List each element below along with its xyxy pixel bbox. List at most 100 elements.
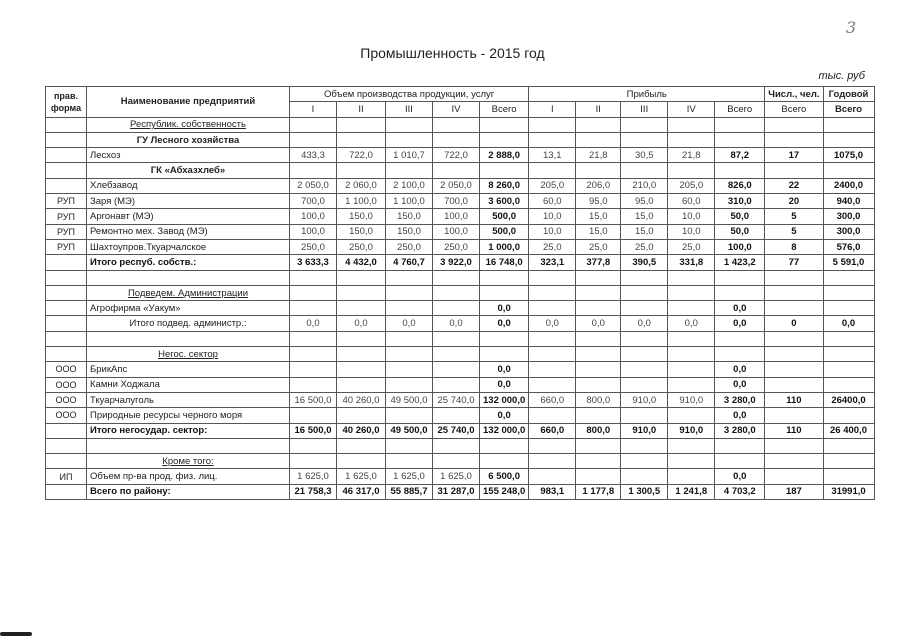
value-cell [385, 361, 433, 378]
value-cell [714, 346, 766, 363]
enterprise-name-cell: БрикАпс [86, 361, 290, 378]
value-cell [432, 269, 480, 286]
value-cell: 16 748,0 [478, 254, 530, 271]
value-cell [575, 468, 622, 485]
value-cell: 150,0 [385, 223, 433, 240]
table-row: Всего по району: 21 758,3 46 317,0 55 885,7… [45, 483, 875, 501]
value-cell [714, 437, 766, 455]
value-cell: 40 260,0 [336, 422, 386, 439]
value-cell: 21,8 [575, 147, 622, 164]
value-cell: 187 [764, 483, 824, 501]
value-cell [432, 300, 480, 317]
legal-form-cell: ООО [45, 376, 87, 393]
value-cell: 26400,0 [822, 391, 875, 409]
value-cell: 1 625,0 [336, 468, 386, 485]
value-cell [528, 131, 577, 149]
value-cell: 100,0 [289, 223, 337, 240]
value-cell: 40 260,0 [336, 391, 386, 409]
value-cell [667, 131, 716, 149]
value-cell [764, 376, 824, 393]
table-row: ИП Объем пр-ва прод. физ. лиц. 1 625,0 1 62… [45, 468, 875, 485]
legal-form-cell [45, 300, 87, 317]
legal-form-cell: ООО [45, 407, 87, 424]
header-annual: Годовой [822, 85, 875, 103]
header-name: Наименование предприятий [86, 86, 290, 118]
value-cell: 16 500,0 [289, 422, 337, 439]
value-cell [528, 284, 577, 302]
value-cell: 150,0 [385, 208, 433, 225]
value-cell: 323,1 [528, 254, 577, 271]
value-cell: 300,0 [822, 208, 875, 225]
value-cell [575, 376, 622, 393]
table-row: Итого подвед. администр.: 0,0 0,0 0,0 0,0 0,0… [45, 315, 875, 332]
value-cell: 100,0 [289, 208, 337, 225]
header-prod-q1: I [289, 101, 337, 118]
value-cell: 0,0 [289, 315, 337, 332]
value-cell [528, 269, 577, 286]
enterprise-name-cell: Всего по району: [86, 483, 290, 501]
value-cell [714, 131, 766, 149]
value-cell: 95,0 [575, 193, 622, 210]
value-cell [289, 162, 337, 179]
value-cell: 3 600,0 [478, 193, 530, 210]
enterprise-name-cell: Объем пр-ва прод. физ. лиц. [86, 468, 290, 485]
value-cell: 1 100,0 [336, 193, 386, 210]
header-profit-q4: IV [667, 101, 716, 118]
value-cell [432, 453, 480, 470]
value-cell [764, 468, 824, 485]
value-cell [575, 131, 622, 149]
value-cell: 15,0 [620, 208, 669, 225]
value-cell: 49 500,0 [385, 422, 433, 439]
value-cell: 21 758,3 [289, 483, 337, 501]
value-cell [822, 116, 875, 133]
value-cell: 87,2 [714, 147, 766, 164]
enterprise-name-cell: Республик. собственность [86, 116, 290, 133]
value-cell: 910,0 [667, 391, 716, 409]
value-cell [620, 162, 669, 179]
value-cell [289, 437, 337, 455]
value-cell [528, 330, 577, 348]
value-cell: 0,0 [432, 315, 480, 332]
table-row [45, 437, 875, 455]
value-cell: 60,0 [667, 193, 716, 210]
value-cell [336, 346, 386, 363]
value-cell: 22 [764, 177, 824, 195]
value-cell [385, 330, 433, 348]
value-cell [432, 330, 480, 348]
header-profit-q1: I [528, 101, 577, 118]
value-cell: 2 100,0 [385, 177, 433, 195]
value-cell [432, 376, 480, 393]
header-profit-total: Всего [714, 101, 766, 118]
value-cell [289, 284, 337, 302]
value-cell [575, 407, 622, 424]
value-cell: 2 888,0 [478, 147, 530, 164]
value-cell: 250,0 [385, 238, 433, 256]
header-prod-total: Всего [478, 101, 530, 118]
value-cell: 26 400,0 [822, 422, 875, 439]
header-prod-q3: III [385, 101, 433, 118]
header-staff-total: Всего [764, 101, 824, 118]
value-cell [478, 346, 530, 363]
value-cell: 13,1 [528, 147, 577, 164]
value-cell [478, 116, 530, 133]
value-cell: 10,0 [667, 208, 716, 225]
value-cell: 16 500,0 [289, 391, 337, 409]
value-cell [528, 468, 577, 485]
value-cell: 3 280,0 [714, 391, 766, 409]
value-cell: 110 [764, 422, 824, 439]
value-cell: 910,0 [620, 391, 669, 409]
table-row: Хлебзавод 2 050,0 2 060,0 2 100,0 2 050,0 8 2… [45, 177, 875, 195]
legal-form-cell [45, 116, 87, 133]
value-cell [575, 453, 622, 470]
value-cell [714, 453, 766, 470]
value-cell [620, 346, 669, 363]
value-cell [575, 284, 622, 302]
enterprise-name-cell [86, 437, 290, 455]
value-cell: 4 703,2 [714, 483, 766, 501]
value-cell [764, 284, 824, 302]
value-cell [432, 162, 480, 179]
value-cell [620, 361, 669, 378]
value-cell [336, 330, 386, 348]
legal-form-cell: РУП [45, 238, 87, 256]
value-cell [620, 131, 669, 149]
